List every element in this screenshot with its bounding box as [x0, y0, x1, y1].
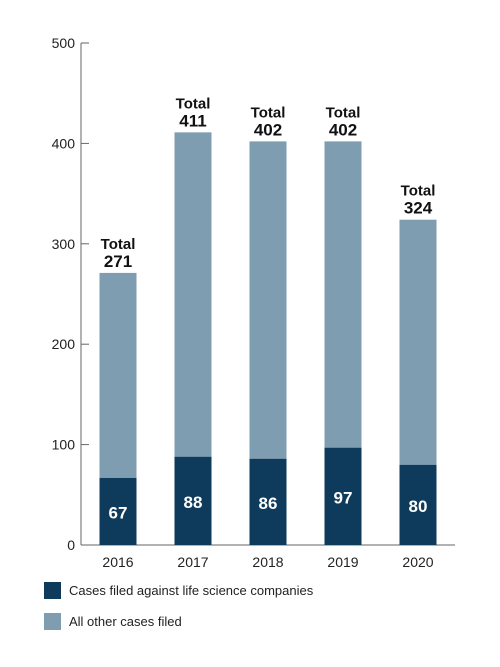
data-label-life-science-2019: 97	[334, 488, 353, 507]
legend-label-other: All other cases filed	[69, 614, 182, 629]
total-label-value-2020: 324	[404, 199, 433, 218]
y-tick-label-200: 200	[52, 336, 76, 352]
data-label-life-science-2016: 67	[109, 503, 128, 522]
total-label-value-2018: 402	[254, 120, 282, 139]
total-label-prefix-2017: Total	[176, 95, 211, 112]
data-label-life-science-2018: 86	[259, 494, 278, 513]
legend-swatch-other	[44, 613, 61, 630]
y-tick-label-0: 0	[67, 537, 75, 553]
y-tick-label-100: 100	[52, 437, 76, 453]
bar-life-science-2018	[249, 458, 287, 545]
data-label-life-science-2017: 88	[184, 493, 203, 512]
y-tick-label-400: 400	[52, 135, 76, 151]
bar-other-2016	[99, 272, 137, 478]
total-label-prefix-2018: Total	[251, 104, 286, 121]
total-label-value-2016: 271	[104, 252, 132, 271]
y-tick-label-500: 500	[52, 35, 76, 51]
x-tick-label-2020: 2020	[402, 554, 433, 570]
bar-life-science-2020	[399, 464, 437, 545]
data-label-life-science-2020: 80	[409, 497, 428, 516]
legend-swatch-life-science	[44, 582, 61, 599]
legend-label-life-science: Cases filed against life science compani…	[69, 583, 314, 598]
x-tick-label-2017: 2017	[177, 554, 208, 570]
bar-life-science-2016	[99, 477, 137, 545]
x-tick-label-2018: 2018	[252, 554, 283, 570]
total-label-prefix-2016: Total	[101, 236, 136, 253]
x-tick-label-2016: 2016	[102, 554, 133, 570]
total-label-prefix-2019: Total	[326, 104, 361, 121]
legend-item-other: All other cases filed	[44, 613, 182, 630]
total-label-value-2017: 411	[179, 111, 206, 130]
bar-other-2020	[399, 219, 437, 465]
total-label-prefix-2020: Total	[401, 183, 436, 200]
x-tick-label-2019: 2019	[327, 554, 358, 570]
total-label-value-2019: 402	[329, 120, 357, 139]
bar-life-science-2019	[324, 447, 362, 545]
bar-life-science-2017	[174, 456, 212, 545]
bar-other-2018	[249, 141, 287, 459]
legend-item-life-science: Cases filed against life science compani…	[44, 582, 313, 599]
bar-other-2017	[174, 132, 212, 457]
stacked-bar-chart: 010020030040050067Total271201688Total411…	[52, 35, 455, 570]
bar-other-2019	[324, 141, 362, 448]
y-tick-label-300: 300	[52, 236, 76, 252]
